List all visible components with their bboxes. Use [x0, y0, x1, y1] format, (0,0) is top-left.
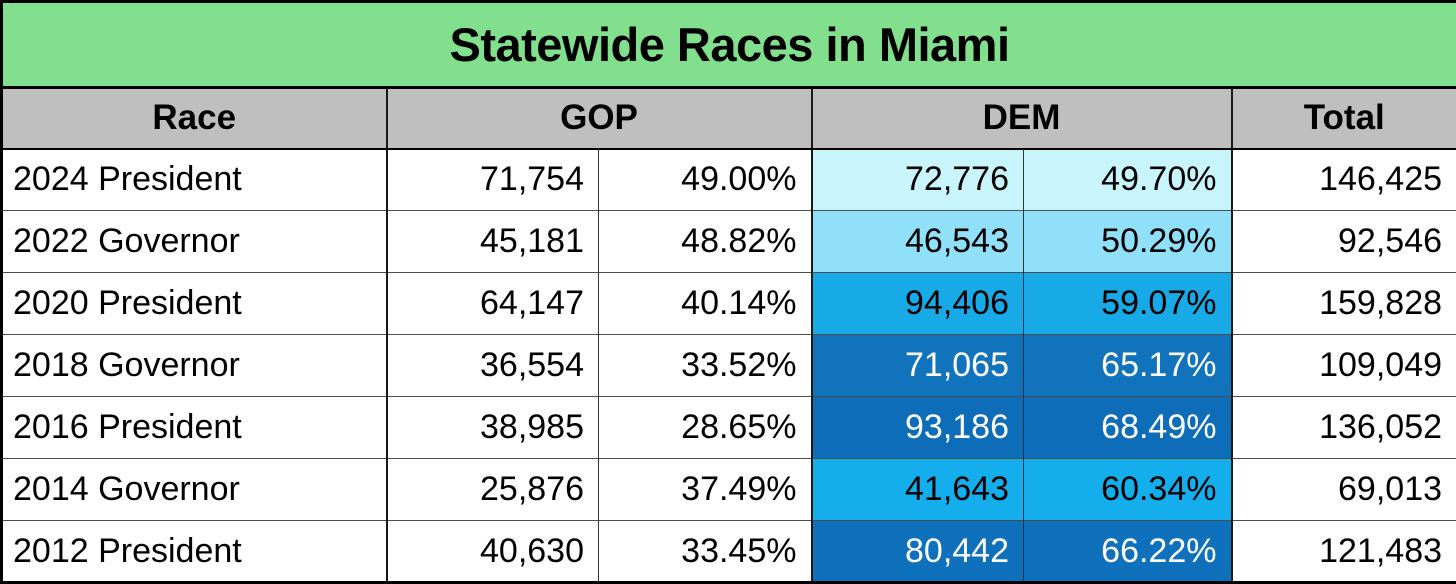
gop-pct-cell: 48.82% — [599, 211, 812, 273]
table-row: 2020 President 64,147 40.14% 94,406 59.0… — [2, 273, 1456, 335]
column-header-dem: DEM — [812, 88, 1232, 149]
race-cell: 2012 President — [2, 521, 387, 583]
column-header-total: Total — [1232, 88, 1456, 149]
dem-votes-cell: 41,643 — [812, 459, 1024, 521]
column-header-gop: GOP — [387, 88, 812, 149]
table-row: 2024 President 71,754 49.00% 72,776 49.7… — [2, 149, 1456, 211]
race-cell: 2018 Governor — [2, 335, 387, 397]
dem-pct-cell: 50.29% — [1024, 211, 1232, 273]
race-cell: 2014 Governor — [2, 459, 387, 521]
race-cell: 2016 President — [2, 397, 387, 459]
dem-votes-cell: 46,543 — [812, 211, 1024, 273]
dem-votes-cell: 71,065 — [812, 335, 1024, 397]
gop-votes-cell: 71,754 — [387, 149, 599, 211]
header-row: Race GOP DEM Total — [2, 88, 1456, 149]
total-cell: 121,483 — [1232, 521, 1456, 583]
column-header-race: Race — [2, 88, 387, 149]
total-cell: 146,425 — [1232, 149, 1456, 211]
total-cell: 136,052 — [1232, 397, 1456, 459]
table-row: 2012 President 40,630 33.45% 80,442 66.2… — [2, 521, 1456, 583]
gop-pct-cell: 33.45% — [599, 521, 812, 583]
total-cell: 109,049 — [1232, 335, 1456, 397]
dem-votes-cell: 94,406 — [812, 273, 1024, 335]
gop-pct-cell: 33.52% — [599, 335, 812, 397]
race-cell: 2020 President — [2, 273, 387, 335]
gop-votes-cell: 38,985 — [387, 397, 599, 459]
table-row: 2022 Governor 45,181 48.82% 46,543 50.29… — [2, 211, 1456, 273]
table-row: 2016 President 38,985 28.65% 93,186 68.4… — [2, 397, 1456, 459]
gop-votes-cell: 64,147 — [387, 273, 599, 335]
gop-votes-cell: 25,876 — [387, 459, 599, 521]
table-row: 2018 Governor 36,554 33.52% 71,065 65.17… — [2, 335, 1456, 397]
total-cell: 69,013 — [1232, 459, 1456, 521]
gop-pct-cell: 40.14% — [599, 273, 812, 335]
gop-pct-cell: 49.00% — [599, 149, 812, 211]
dem-pct-cell: 60.34% — [1024, 459, 1232, 521]
dem-votes-cell: 80,442 — [812, 521, 1024, 583]
gop-pct-cell: 28.65% — [599, 397, 812, 459]
dem-votes-cell: 93,186 — [812, 397, 1024, 459]
race-cell: 2022 Governor — [2, 211, 387, 273]
dem-pct-cell: 66.22% — [1024, 521, 1232, 583]
dem-pct-cell: 68.49% — [1024, 397, 1232, 459]
total-cell: 92,546 — [1232, 211, 1456, 273]
race-cell: 2024 President — [2, 149, 387, 211]
page-title: Statewide Races in Miami — [2, 2, 1456, 88]
total-cell: 159,828 — [1232, 273, 1456, 335]
title-row: Statewide Races in Miami — [2, 2, 1456, 88]
dem-votes-cell: 72,776 — [812, 149, 1024, 211]
gop-votes-cell: 40,630 — [387, 521, 599, 583]
gop-votes-cell: 45,181 — [387, 211, 599, 273]
dem-pct-cell: 65.17% — [1024, 335, 1232, 397]
gop-votes-cell: 36,554 — [387, 335, 599, 397]
gop-pct-cell: 37.49% — [599, 459, 812, 521]
table-row: 2014 Governor 25,876 37.49% 41,643 60.34… — [2, 459, 1456, 521]
dem-pct-cell: 49.70% — [1024, 149, 1232, 211]
dem-pct-cell: 59.07% — [1024, 273, 1232, 335]
